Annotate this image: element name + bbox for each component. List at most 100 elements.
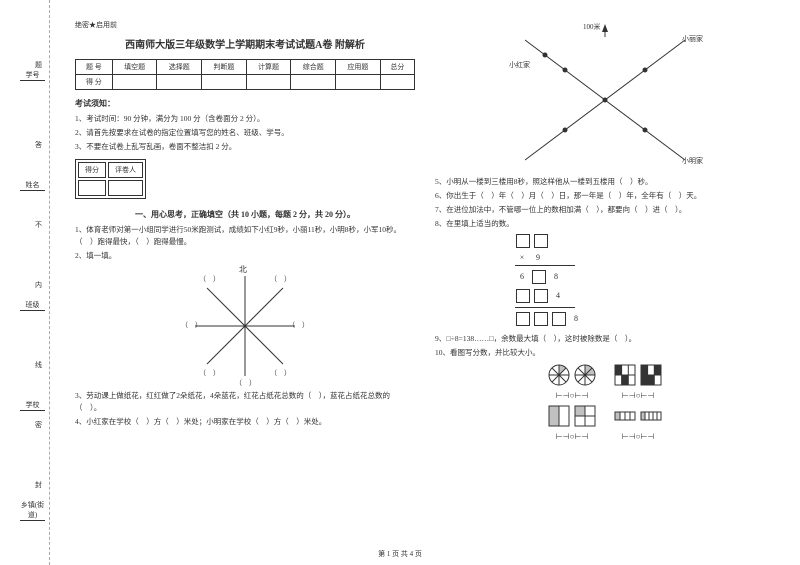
- math-line: [515, 307, 575, 308]
- exam-title: 西南师大版三年级数学上学期期末考试试题A卷 附解析: [75, 36, 415, 51]
- row-label: 得 分: [76, 75, 113, 90]
- blank-box[interactable]: [552, 312, 566, 326]
- score-cell[interactable]: [336, 75, 381, 90]
- question-10: 10、看图写分数，并比较大小。: [435, 347, 775, 359]
- seal-char: 密: [35, 420, 42, 430]
- digit: 6: [515, 272, 529, 281]
- math-line: [515, 265, 575, 266]
- blank-box[interactable]: [516, 312, 530, 326]
- notice-item: 3、不要在试卷上乱写乱画，卷面不整洁扣 2 分。: [75, 141, 415, 153]
- compass-diagram: 北 （ ） （ ） （ ） （ ） （ ） （ ） （ ）: [185, 266, 305, 386]
- question-3: 3、劳动课上做纸花，红红做了2朵纸花，4朵蓝花，红花占纸花总数的（ ），蓝花占纸…: [75, 390, 415, 414]
- fraction-shapes: ⊢⊣○⊢⊣ ⊢⊣○⊢⊣ ⊢⊣○⊢⊣ ⊢⊣○⊢⊣: [435, 363, 775, 441]
- mult-sign: ×: [515, 253, 529, 262]
- circle-fraction-icon: [547, 363, 571, 387]
- fraction-pair: ⊢⊣○⊢⊣ ⊢⊣○⊢⊣: [547, 363, 597, 441]
- question-4: 4、小红家在学校（ ）方（ ）米处；小明家在学校（ ）方（ ）米处。: [75, 416, 415, 428]
- secret-label: 绝密★启用前: [75, 20, 415, 30]
- blank-cell[interactable]: [108, 180, 143, 196]
- notice-heading: 考试须知：: [75, 98, 415, 109]
- fraction-blank[interactable]: ⊢⊣○⊢⊣: [613, 391, 663, 400]
- field-school[interactable]: 学校: [20, 400, 45, 411]
- blank-box[interactable]: [516, 234, 530, 248]
- seal-char: 封: [35, 480, 42, 490]
- blank-box[interactable]: [532, 270, 546, 284]
- notice-item: 1、考试时间：90 分钟，满分为 100 分（含卷面分 2 分）。: [75, 113, 415, 125]
- field-name[interactable]: 姓名: [20, 180, 45, 191]
- x-map-diagram: 100米 小丽家 小红家 小明家: [505, 20, 705, 170]
- circle-fraction-icon: [573, 363, 597, 387]
- left-column: 绝密★启用前 西南师大版三年级数学上学期期末考试试题A卷 附解析 题 号 填空题…: [65, 20, 425, 555]
- question-2: 2、填一填。: [75, 250, 415, 262]
- binding-margin: 乡镇(街道) 学校 班级 姓名 学号 封 密 线 内 不 答 题: [0, 0, 50, 565]
- fraction-blank[interactable]: ⊢⊣○⊢⊣: [547, 391, 597, 400]
- blank-box[interactable]: [534, 234, 548, 248]
- field-class[interactable]: 班级: [20, 300, 45, 311]
- page-content: 绝密★启用前 西南师大版三年级数学上学期期末考试试题A卷 附解析 题 号 填空题…: [50, 0, 800, 565]
- grid-fraction-icon: [613, 363, 637, 387]
- map-label: 小丽家: [682, 34, 703, 44]
- right-column: 100米 小丽家 小红家 小明家 5、小明从一楼到三楼用8秒，照这样他从一楼到五…: [425, 20, 785, 555]
- compass-blank[interactable]: （ ）: [270, 274, 291, 284]
- notice-item: 2、请首先按要求在试卷的指定位置填写您的姓名、班级、学号。: [75, 127, 415, 139]
- multiplication-problem: × 9 6 8 4 8: [475, 233, 775, 327]
- header-cell: 判断题: [202, 60, 247, 75]
- compass-blank[interactable]: （ ）: [270, 368, 291, 378]
- compass-blank[interactable]: （ ）: [199, 274, 220, 284]
- header-cell: 填空题: [112, 60, 157, 75]
- seal-char: 答: [35, 140, 42, 150]
- question-8: 8、在里填上适当的数。: [435, 218, 775, 230]
- fraction-blank[interactable]: ⊢⊣○⊢⊣: [613, 432, 663, 441]
- seal-char: 不: [35, 220, 42, 230]
- score-cell[interactable]: [112, 75, 157, 90]
- fraction-blank[interactable]: ⊢⊣○⊢⊣: [547, 432, 597, 441]
- blank-box[interactable]: [516, 289, 530, 303]
- score-cell[interactable]: [246, 75, 291, 90]
- compass-blank[interactable]: （ ）: [288, 320, 309, 330]
- score-cell[interactable]: [202, 75, 247, 90]
- seal-char: 内: [35, 280, 42, 290]
- section-title: 一、用心思考，正确填空（共 10 小题，每题 2 分，共 20 分）。: [75, 209, 415, 220]
- blank-cell[interactable]: [78, 180, 106, 196]
- header-cell: 选择题: [157, 60, 202, 75]
- grid-fraction-icon: [639, 363, 663, 387]
- map-label: 小红家: [509, 60, 530, 70]
- question-7: 7、在进位加法中，不管哪一位上的数相加满（ ），都要向（ ）进（ ）。: [435, 204, 775, 216]
- square-fraction-icon: [547, 404, 571, 428]
- question-9: 9、□÷8=138……□，余数最大填（ ），这时被除数是（ ）。: [435, 333, 775, 345]
- question-6: 6、你出生于（ ）年（ ）月（ ）日，那一年是（ ）年，全年有（ ）天。: [435, 190, 775, 202]
- table-row: 得 分: [76, 75, 415, 90]
- compass-blank[interactable]: （ ）: [181, 320, 202, 330]
- map-label: 小明家: [682, 156, 703, 166]
- page-footer: 第 1 页 共 4 页: [0, 549, 800, 559]
- marker-label: 评卷人: [108, 162, 143, 178]
- scale-label: 100米: [583, 22, 601, 32]
- score-cell[interactable]: [380, 75, 414, 90]
- bar-fraction-icon: [639, 404, 663, 428]
- marker-box: 得分 评卷人: [75, 159, 146, 199]
- digit: 8: [569, 314, 583, 323]
- score-cell[interactable]: [291, 75, 336, 90]
- question-1: 1、体育老师对第一小组同学进行50米跑测试，成绩如下小红9秒，小丽11秒，小明8…: [75, 224, 415, 248]
- header-cell: 题 号: [76, 60, 113, 75]
- field-township[interactable]: 乡镇(街道): [20, 500, 45, 521]
- compass-north: 北: [239, 264, 247, 275]
- table-row: 题 号 填空题 选择题 判断题 计算题 综合题 应用题 总分: [76, 60, 415, 75]
- question-5: 5、小明从一楼到三楼用8秒，照这样他从一楼到五楼用（ ）秒。: [435, 176, 775, 188]
- blank-box[interactable]: [534, 312, 548, 326]
- compass-blank[interactable]: （ ）: [235, 378, 256, 388]
- digit: 4: [551, 291, 565, 300]
- fraction-pair: ⊢⊣○⊢⊣ ⊢⊣○⊢⊣: [613, 363, 663, 441]
- seal-char: 线: [35, 360, 42, 370]
- score-cell[interactable]: [157, 75, 202, 90]
- score-label: 得分: [78, 162, 106, 178]
- header-cell: 计算题: [246, 60, 291, 75]
- seal-char: 题: [35, 60, 42, 70]
- field-id[interactable]: 学号: [20, 70, 45, 81]
- digit: 8: [549, 272, 563, 281]
- blank-box[interactable]: [534, 289, 548, 303]
- header-cell: 综合题: [291, 60, 336, 75]
- header-cell: 应用题: [336, 60, 381, 75]
- bar-fraction-icon: [613, 404, 637, 428]
- compass-blank[interactable]: （ ）: [199, 368, 220, 378]
